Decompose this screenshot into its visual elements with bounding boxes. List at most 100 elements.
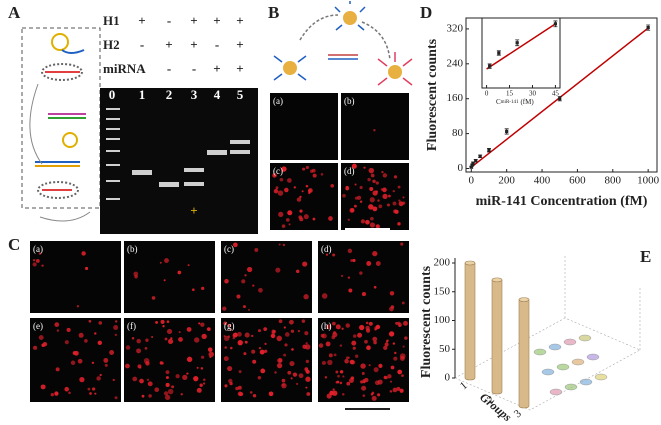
- spot: [345, 323, 351, 328]
- spot: [258, 287, 263, 293]
- spot: [254, 248, 259, 252]
- spot: [272, 173, 277, 178]
- spot: [296, 269, 300, 274]
- spot: [199, 383, 203, 387]
- spot: [243, 305, 246, 309]
- spot: [389, 291, 395, 296]
- spot: [290, 329, 295, 333]
- scale-bar: [345, 408, 390, 410]
- image-caption: (e): [33, 321, 43, 331]
- spot: [109, 349, 115, 355]
- spot: [292, 372, 298, 377]
- spot: [252, 284, 255, 287]
- spot: [378, 363, 383, 368]
- spot: [375, 224, 380, 229]
- micrograph: [341, 93, 409, 160]
- spot: [301, 319, 306, 323]
- spot: [263, 327, 268, 331]
- spot: [365, 321, 369, 325]
- spot: [227, 323, 232, 328]
- spot: [382, 187, 387, 193]
- spot: [299, 217, 304, 222]
- spot: [35, 259, 40, 263]
- row-label: miRNA: [103, 61, 146, 76]
- spot: [136, 338, 141, 344]
- spot: [384, 342, 389, 347]
- spot: [308, 188, 313, 193]
- spot: [136, 348, 141, 354]
- spot: [336, 380, 340, 384]
- spot: [339, 344, 343, 347]
- spot: [330, 184, 335, 188]
- micrograph: [124, 241, 215, 313]
- y-tick-label: 150: [434, 285, 451, 297]
- spot: [284, 332, 290, 337]
- spot: [399, 388, 404, 393]
- spot: [165, 370, 170, 375]
- spot: [394, 209, 399, 214]
- image-caption: (a): [33, 244, 43, 254]
- spot: [165, 376, 169, 380]
- spot: [347, 356, 350, 360]
- spot: [229, 328, 232, 331]
- spot: [305, 369, 310, 374]
- y-tick-label: 80: [452, 127, 464, 139]
- spot: [70, 360, 76, 365]
- spot: [332, 253, 336, 257]
- sign: +: [236, 61, 243, 76]
- spot: [252, 359, 257, 364]
- spot: [66, 327, 71, 333]
- image-caption: (h): [321, 321, 332, 331]
- data-point: [478, 154, 482, 158]
- spot: [373, 285, 377, 289]
- spot: [341, 392, 345, 396]
- spot: [287, 370, 292, 375]
- spot: [222, 306, 227, 311]
- spot: [385, 340, 389, 343]
- spot: [375, 181, 379, 185]
- bar: [464, 262, 476, 381]
- data-point: [497, 51, 501, 55]
- spot: [326, 393, 332, 399]
- row-label: H2: [103, 37, 120, 52]
- spot: [175, 374, 180, 379]
- spot: [224, 335, 230, 342]
- spot: [298, 373, 304, 379]
- x-axis-label-part: (fM): [520, 98, 534, 106]
- spot: [302, 167, 306, 171]
- spot: [232, 336, 235, 340]
- spot: [368, 364, 371, 367]
- data-point: [505, 129, 509, 134]
- nanoparticle-schematic: [273, 1, 413, 86]
- panel-label: C: [8, 235, 20, 254]
- spot: [351, 340, 357, 346]
- x-tick-label: 1000: [637, 175, 660, 187]
- spot: [257, 375, 262, 380]
- spot: [354, 183, 357, 186]
- spot: [148, 394, 152, 398]
- spot: [202, 382, 206, 385]
- x-axis-label: miR-141 Concentration (fM): [476, 194, 648, 209]
- spot: [351, 163, 357, 169]
- spot: [381, 170, 384, 174]
- spot: [260, 368, 266, 374]
- spot: [393, 175, 398, 179]
- sign: -: [140, 37, 144, 52]
- spot: [374, 380, 380, 386]
- y-tick-label: 50: [439, 343, 451, 355]
- spot: [397, 322, 402, 328]
- spot: [159, 361, 163, 365]
- spot: [194, 337, 200, 343]
- x-tick-label: 15: [506, 90, 514, 98]
- spot: [402, 196, 405, 199]
- spot: [84, 339, 88, 343]
- spot: [164, 258, 169, 263]
- spot: [360, 219, 366, 224]
- spot: [112, 378, 115, 382]
- spot: [258, 346, 262, 350]
- spot: [206, 327, 211, 332]
- spot: [359, 271, 363, 275]
- spot: [200, 367, 204, 370]
- spot: [375, 261, 381, 266]
